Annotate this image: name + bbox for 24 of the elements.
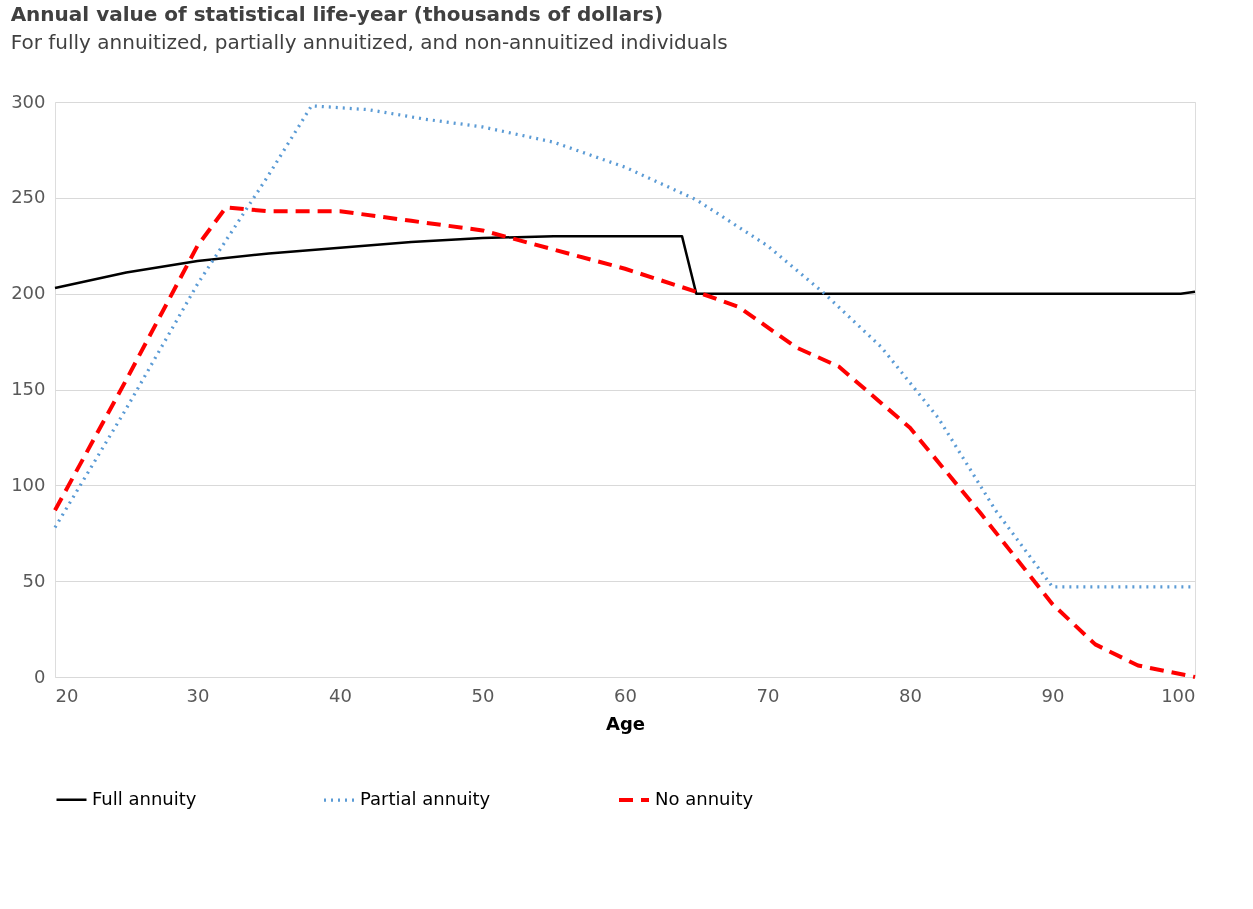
line-series: [53, 234, 1197, 295]
chart-title: Annual value of statistical life-year (thousands of dollars): [10, 2, 664, 26]
x-tick-label: 70: [756, 684, 780, 706]
x-tick-label: 40: [329, 684, 352, 706]
y-tick-label: 200: [11, 282, 46, 304]
x-tick-label: 30: [186, 684, 210, 706]
x-tick-label: 90: [1041, 684, 1065, 706]
y-tick-label: 0: [34, 665, 46, 687]
y-tick-label: 100: [11, 473, 46, 495]
x-tick-label: 80: [899, 684, 922, 706]
x-tick-label: 20: [55, 684, 79, 706]
line-series: [53, 205, 1197, 679]
y-tick-label: 250: [11, 186, 46, 208]
y-tick-label: 50: [22, 569, 46, 591]
y-tick-label: 300: [11, 90, 46, 112]
chart-subtitle: For fully annuitized, partially annuitized, and non-annuitized individuals: [10, 30, 728, 54]
legend-label: Full annuity: [92, 787, 197, 809]
y-tick-label: 150: [11, 378, 46, 399]
x-tick-label: 100: [1161, 684, 1196, 706]
x-tick-label: 60: [614, 684, 637, 706]
x-tick-label: 50: [471, 684, 495, 706]
legend-label: Partial annuity: [360, 788, 491, 809]
x-axis-title: Age: [605, 712, 646, 734]
legend-label: No annuity: [655, 788, 754, 809]
